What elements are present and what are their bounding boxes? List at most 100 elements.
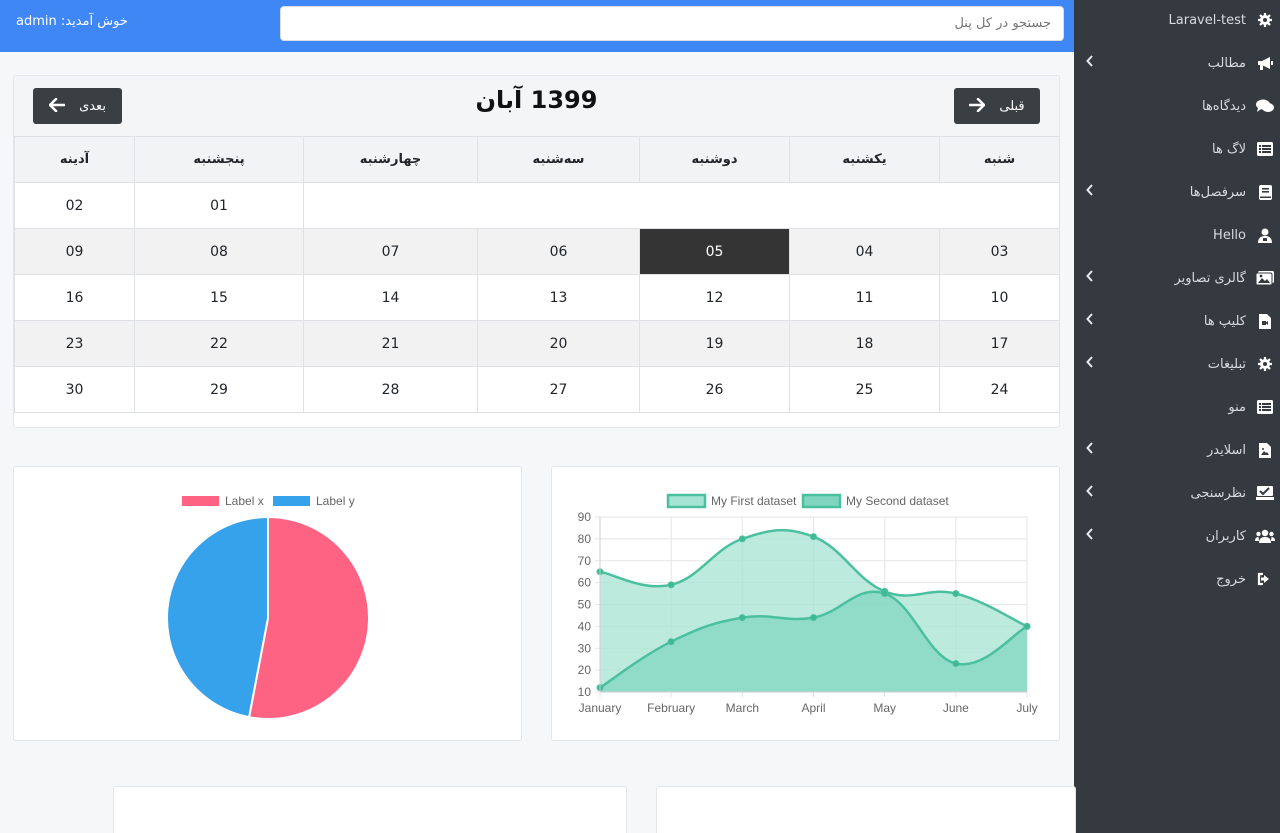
- calendar-day-cell[interactable]: 10: [939, 274, 1060, 321]
- comments-icon: [1254, 98, 1276, 114]
- calendar-day-cell[interactable]: 12: [639, 274, 790, 321]
- users-icon: [1254, 528, 1276, 544]
- chevron-left-icon: [1086, 528, 1094, 543]
- calendar-day-cell[interactable]: 20: [477, 320, 640, 367]
- pie-slice[interactable]: [247, 515, 370, 720]
- calendar-day-cell[interactable]: 25: [789, 366, 940, 413]
- sidebar-item-2[interactable]: دیدگاه‌ها: [1074, 91, 1280, 121]
- sidebar-item-10[interactable]: اسلایدر: [1074, 435, 1280, 465]
- bottom-card-left: [113, 786, 627, 833]
- calendar-day-cell[interactable]: 16: [14, 274, 135, 321]
- calendar-day-cell[interactable]: 17: [939, 320, 1060, 367]
- sidebar-item-label: دیدگاه‌ها: [1201, 98, 1246, 114]
- calendar-day-cell[interactable]: 24: [939, 366, 1060, 413]
- calendar-day-cell[interactable]: 09: [14, 228, 135, 275]
- legend-swatch[interactable]: [801, 493, 842, 509]
- sidebar-item-0[interactable]: Laravel-test: [1074, 5, 1280, 35]
- calendar-day-cell[interactable]: 22: [134, 320, 304, 367]
- calendar-day-cell[interactable]: 21: [303, 320, 478, 367]
- calendar-day-cell[interactable]: 18: [789, 320, 940, 367]
- legend-label[interactable]: My First dataset: [711, 494, 797, 508]
- calendar-day-cell[interactable]: 30: [14, 366, 135, 413]
- weekday-header: یکشنبه: [789, 136, 940, 183]
- chevron-left-icon: [1086, 55, 1094, 70]
- sidebar-item-11[interactable]: نظرسنجی: [1074, 478, 1280, 508]
- data-point: [1023, 622, 1031, 630]
- calendar-day-cell[interactable]: 14: [303, 274, 478, 321]
- y-tick-label: 50: [578, 598, 592, 612]
- y-tick-label: 40: [578, 619, 592, 633]
- sidebar-item-label: گالری تصاویر: [1174, 270, 1246, 286]
- calendar-day-cell[interactable]: 07: [303, 228, 478, 275]
- pie-slice[interactable]: [166, 515, 269, 719]
- x-tick-label: February: [647, 701, 695, 715]
- calendar-day-cell[interactable]: 23: [14, 320, 135, 367]
- calendar-day-cell[interactable]: 06: [477, 228, 640, 275]
- sidebar: Laravel-test مطالب دیدگاه‌ها لاگ ها سرفصل‌ها…: [1074, 0, 1280, 833]
- y-tick-label: 30: [578, 641, 592, 655]
- calendar-day-cell[interactable]: 26: [639, 366, 790, 413]
- calendar-day-cell[interactable]: 19: [639, 320, 790, 367]
- weekday-header: آدینه: [14, 136, 135, 183]
- data-point: [952, 590, 960, 598]
- calendar-day-cell[interactable]: 04: [789, 228, 940, 275]
- data-point: [738, 535, 746, 543]
- legend-label[interactable]: Label x: [225, 494, 264, 508]
- sidebar-item-6[interactable]: گالری تصاویر: [1074, 263, 1280, 293]
- chevron-left-icon: [1086, 485, 1094, 500]
- sidebar-item-label: تبلیغات: [1207, 356, 1246, 372]
- calendar-day-cell[interactable]: 11: [789, 274, 940, 321]
- search-input[interactable]: [280, 6, 1064, 41]
- sidebar-item-12[interactable]: کاربران: [1074, 521, 1280, 551]
- pie-chart: Label x Label y: [166, 494, 370, 720]
- x-tick-label: March: [726, 701, 759, 715]
- weekday-header: دوشنبه: [639, 136, 790, 183]
- data-point: [667, 638, 675, 646]
- sidebar-item-9[interactable]: منو: [1074, 392, 1280, 422]
- sidebar-item-label: سرفصل‌ها: [1189, 184, 1246, 200]
- images-icon: [1254, 270, 1276, 286]
- calendar-day-cell[interactable]: 27: [477, 366, 640, 413]
- legend-swatch[interactable]: [182, 496, 219, 506]
- weekday-header: سه‌شنبه: [477, 136, 640, 183]
- calendar-day-cell[interactable]: 01: [134, 182, 304, 229]
- calendar-day-cell-today[interactable]: 05: [639, 228, 790, 275]
- calendar-empty-cell: [303, 182, 1060, 229]
- sidebar-item-4[interactable]: سرفصل‌ها: [1074, 177, 1280, 207]
- data-point: [952, 660, 960, 668]
- legend-swatch[interactable]: [273, 496, 310, 506]
- calendar-week-row: 10 11 12 13 14 15 16: [14, 274, 1060, 321]
- prev-month-button[interactable]: قبلی: [954, 88, 1040, 124]
- legend-label[interactable]: My Second dataset: [846, 494, 949, 508]
- x-tick-label: June: [943, 701, 969, 715]
- calendar-day-cell[interactable]: 13: [477, 274, 640, 321]
- sidebar-item-label: کلیپ ها: [1203, 313, 1246, 329]
- calendar-day-cell[interactable]: 28: [303, 366, 478, 413]
- sidebar-item-8[interactable]: تبلیغات: [1074, 349, 1280, 379]
- x-tick-label: April: [801, 701, 825, 715]
- sidebar-item-13[interactable]: خروج: [1074, 564, 1280, 594]
- welcome-text: خوش آمدید: admin: [16, 14, 128, 29]
- legend-label[interactable]: Label y: [316, 494, 355, 508]
- weekday-header: چهارشنبه: [303, 136, 478, 183]
- sidebar-item-label: مطالب: [1207, 55, 1246, 71]
- megaphone-icon: [1254, 55, 1276, 71]
- calendar-day-cell[interactable]: 02: [14, 182, 135, 229]
- prev-month-label: قبلی: [999, 98, 1025, 114]
- calendar-day-cell[interactable]: 03: [939, 228, 1060, 275]
- calendar-day-cell[interactable]: 08: [134, 228, 304, 275]
- calendar-day-cell[interactable]: 15: [134, 274, 304, 321]
- next-month-button[interactable]: بعدی: [33, 88, 122, 124]
- sidebar-item-label: Hello: [1213, 227, 1246, 243]
- calendar-day-cell[interactable]: 29: [134, 366, 304, 413]
- sidebar-item-label: Laravel-test: [1168, 12, 1246, 28]
- legend-swatch[interactable]: [666, 493, 707, 509]
- sidebar-item-3[interactable]: لاگ ها: [1074, 134, 1280, 164]
- sidebar-item-1[interactable]: مطالب: [1074, 48, 1280, 78]
- series-area: [600, 591, 1027, 692]
- sidebar-item-label: نظرسنجی: [1190, 485, 1247, 501]
- image-file-icon: [1254, 442, 1276, 458]
- x-tick-label: July: [1016, 701, 1037, 715]
- sidebar-item-7[interactable]: کلیپ ها: [1074, 306, 1280, 336]
- sidebar-item-5[interactable]: Hello: [1074, 220, 1280, 250]
